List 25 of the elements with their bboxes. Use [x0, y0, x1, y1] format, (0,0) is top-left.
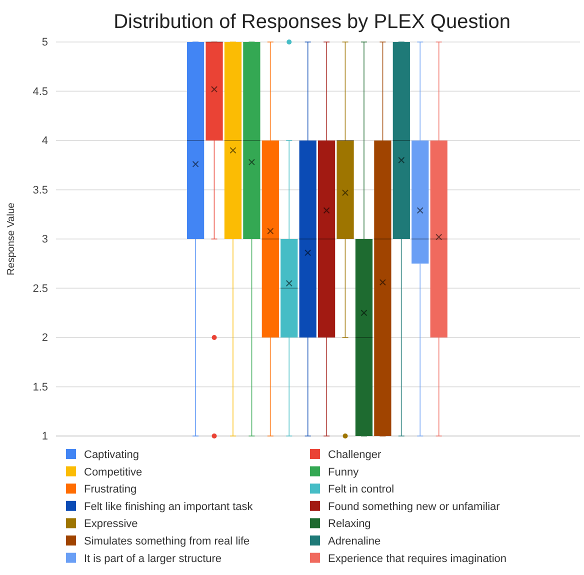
- y-tick-label: 3: [42, 234, 48, 246]
- y-tick-label: 1: [42, 430, 48, 443]
- legend-label: Adrenaline: [328, 536, 381, 548]
- y-tick-label: 3.5: [32, 184, 48, 196]
- legend-label: Felt like finishing an important task: [84, 500, 254, 513]
- legend-label: Experience that requires imagination: [328, 552, 507, 565]
- legend-label: Felt in control: [328, 484, 394, 496]
- legend-label: Found something new or unfamiliar: [328, 500, 500, 513]
- legend-label: Challenger: [328, 449, 382, 461]
- legend-label: It is part of a larger structure: [84, 552, 222, 565]
- y-tick-label: 2: [42, 332, 48, 344]
- y-tick-label: 4: [42, 135, 48, 148]
- legend-label: Simulates something from real life: [84, 536, 250, 548]
- legend-label: Captivating: [84, 449, 140, 461]
- y-tick-label: 1.5: [32, 381, 48, 394]
- legend-label: Frustrating: [84, 484, 137, 496]
- chart-title: Distribution of Responses by PLEX Question: [114, 11, 510, 33]
- y-tick-label: 2.5: [32, 282, 48, 295]
- legend-label: Funny: [328, 466, 360, 478]
- y-tick-label: 5: [42, 36, 48, 49]
- y-axis-title: Response Value: [6, 202, 17, 276]
- legend-label: Relaxing: [328, 518, 371, 530]
- y-tick-label: 4.5: [32, 86, 48, 98]
- legend-label: Expressive: [84, 518, 138, 530]
- legend-label: Competitive: [84, 466, 142, 478]
